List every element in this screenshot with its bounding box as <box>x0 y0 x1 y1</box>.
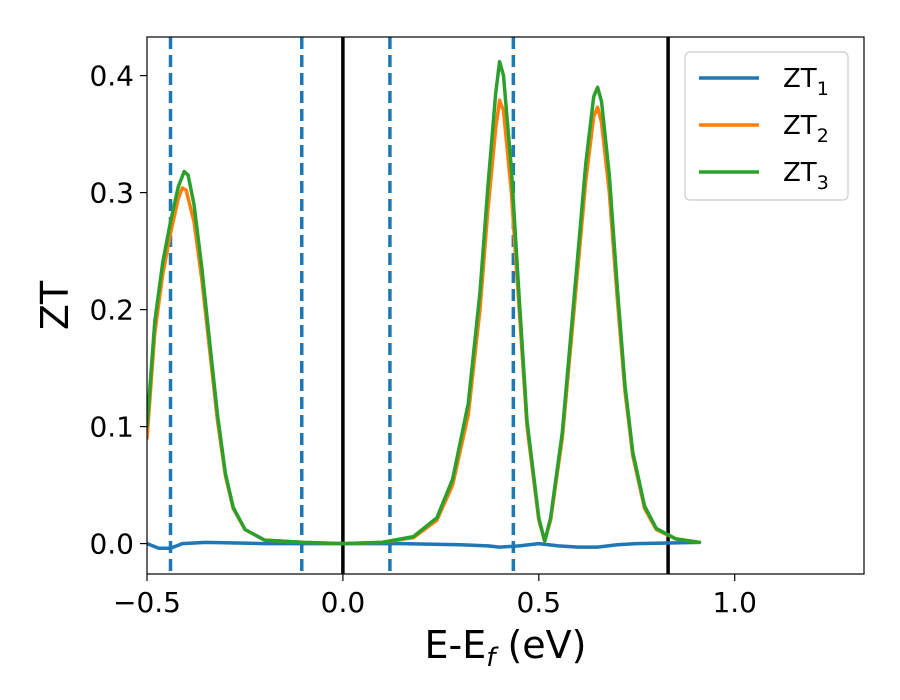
legend-label-main: ZT <box>783 111 817 141</box>
y-tick-label: 0.4 <box>89 60 134 93</box>
legend-box <box>684 51 849 201</box>
legend-label-zt2: ZT2 <box>783 111 829 147</box>
y-axis-label: ZT <box>33 280 77 330</box>
x-tick-label: 0.5 <box>517 586 562 619</box>
vertical-lines <box>168 37 670 574</box>
series-lines <box>147 59 702 551</box>
legend-label-main: ZT <box>783 158 817 188</box>
x-tick-label: 0.0 <box>321 586 366 619</box>
legend-label-main: ZT <box>783 64 817 94</box>
x-axis-label-tail: (eV) <box>495 623 586 667</box>
x-tick-label: −0.5 <box>113 586 181 619</box>
legend-label-sub: 1 <box>817 78 829 100</box>
y-tick-label: 0.1 <box>89 411 134 444</box>
legend-label-zt3: ZT3 <box>783 158 829 194</box>
series-line-zt3 <box>147 59 702 546</box>
x-tick-label: 1.0 <box>712 586 757 619</box>
series-line-zt1 <box>147 540 702 551</box>
x-axis-label-main: E-E <box>425 623 487 667</box>
plot-frame <box>146 36 865 575</box>
x-axis-ticks: −0.5 0.0 0.5 1.0 <box>113 574 757 619</box>
x-axis-label: E-Ef (eV) <box>425 623 587 673</box>
y-tick-label: 0.2 <box>89 294 134 327</box>
y-axis-ticks: 0.0 0.1 0.2 0.3 0.4 <box>89 60 147 561</box>
legend-label-sub: 3 <box>817 172 829 194</box>
series-line-zt2 <box>147 98 702 546</box>
y-tick-label: 0.3 <box>89 177 134 210</box>
legend-label-sub: 2 <box>817 125 829 147</box>
legend-label-zt1: ZT1 <box>783 64 829 100</box>
y-tick-label: 0.0 <box>89 528 134 561</box>
